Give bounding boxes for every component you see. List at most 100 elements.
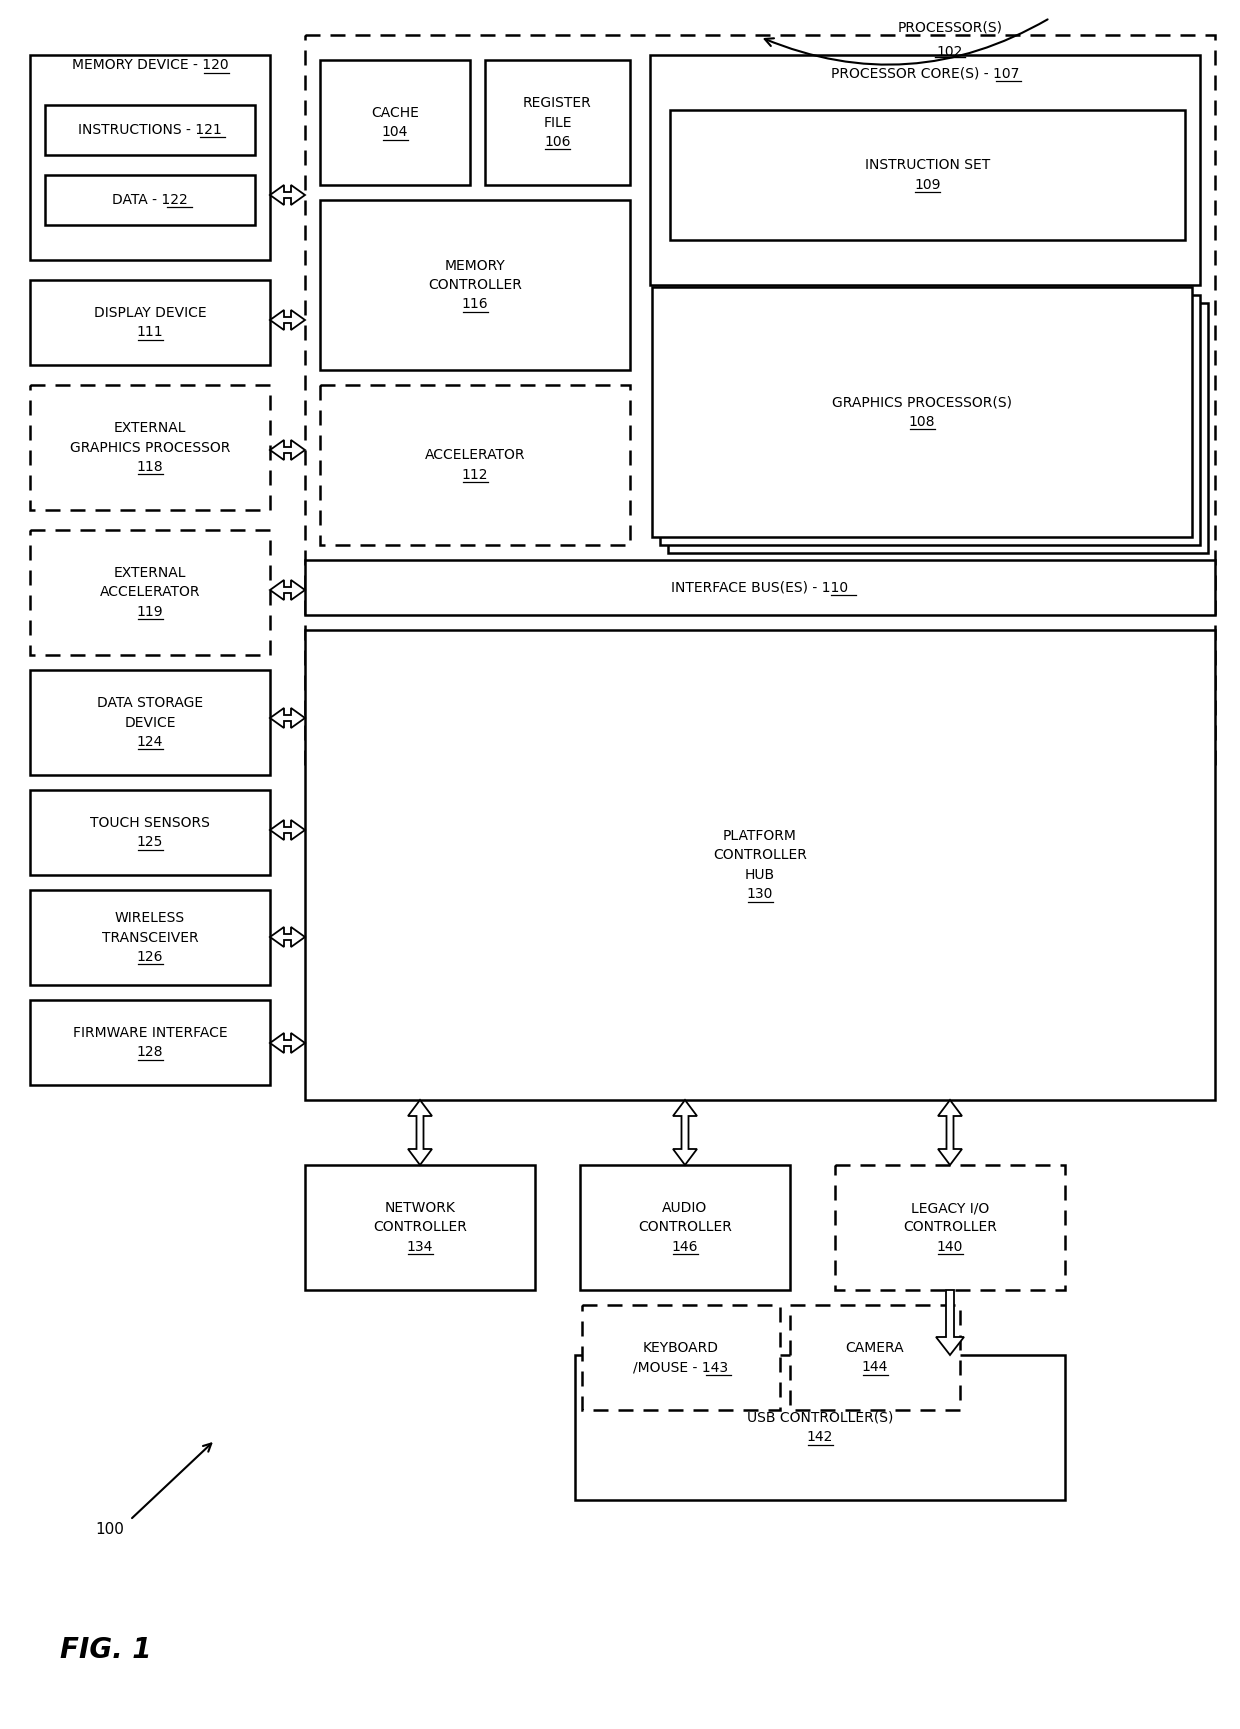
Text: FILE: FILE	[543, 116, 572, 130]
Text: 134: 134	[407, 1240, 433, 1254]
Text: GRAPHICS PROCESSOR(S): GRAPHICS PROCESSOR(S)	[832, 396, 1012, 410]
Text: TOUCH SENSORS: TOUCH SENSORS	[91, 816, 210, 830]
Text: 104: 104	[382, 124, 408, 140]
Polygon shape	[270, 1032, 305, 1053]
Text: CONTROLLER: CONTROLLER	[373, 1221, 467, 1235]
Text: DISPLAY DEVICE: DISPLAY DEVICE	[94, 306, 206, 320]
Text: INSTRUCTION SET: INSTRUCTION SET	[864, 159, 990, 173]
Text: 144: 144	[862, 1361, 888, 1375]
Bar	[45, 175, 255, 225]
Bar	[30, 55, 270, 259]
Text: 124: 124	[136, 735, 164, 749]
Text: 146: 146	[672, 1240, 698, 1254]
Text: 142: 142	[807, 1430, 833, 1444]
Text: 100: 100	[95, 1523, 124, 1537]
Text: 130: 130	[746, 887, 774, 901]
Bar	[30, 671, 270, 775]
Polygon shape	[270, 820, 305, 840]
Text: AUDIO: AUDIO	[662, 1202, 708, 1215]
Text: TRANSCEIVER: TRANSCEIVER	[102, 930, 198, 944]
Text: MEMORY: MEMORY	[445, 259, 506, 273]
Bar	[668, 303, 1208, 553]
Text: CACHE: CACHE	[371, 105, 419, 119]
Text: DEVICE: DEVICE	[124, 716, 176, 730]
Text: 108: 108	[909, 415, 935, 429]
Text: 118: 118	[136, 460, 164, 474]
Text: 146: 146	[672, 1240, 698, 1254]
Text: MEMORY DEVICE - 120: MEMORY DEVICE - 120	[72, 59, 228, 73]
Text: 109: 109	[914, 178, 941, 192]
Text: USB CONTROLLER(S): USB CONTROLLER(S)	[746, 1411, 893, 1425]
Bar	[580, 1165, 790, 1290]
Text: INTERFACE BUS(ES) - 110: INTERFACE BUS(ES) - 110	[671, 581, 848, 595]
Text: ACCELERATOR: ACCELERATOR	[99, 586, 200, 600]
Polygon shape	[270, 439, 305, 460]
Text: /MOUSE - 143: /MOUSE - 143	[634, 1361, 729, 1375]
Text: LEGACY I/O: LEGACY I/O	[911, 1202, 990, 1215]
Text: FIG. 1: FIG. 1	[60, 1636, 151, 1663]
Text: PROCESSOR CORE(S) - 107: PROCESSOR CORE(S) - 107	[831, 66, 1019, 81]
Text: 124: 124	[136, 735, 164, 749]
Bar	[320, 61, 470, 185]
Text: 104: 104	[382, 124, 408, 140]
Bar	[305, 35, 1215, 764]
Polygon shape	[673, 1100, 697, 1165]
Text: 111: 111	[136, 325, 164, 339]
Bar	[305, 629, 1215, 1100]
Text: HUB: HUB	[745, 868, 775, 882]
Text: 109: 109	[914, 178, 941, 192]
Text: /MOUSE - 143: /MOUSE - 143	[634, 1361, 729, 1375]
Text: 106: 106	[544, 135, 570, 149]
Text: 119: 119	[136, 605, 164, 619]
Text: CONTROLLER: CONTROLLER	[639, 1221, 732, 1235]
Text: REGISTER: REGISTER	[523, 97, 591, 111]
Text: 126: 126	[136, 949, 164, 965]
Text: 134: 134	[407, 1240, 433, 1254]
Text: 112: 112	[461, 469, 489, 482]
Text: GRAPHICS PROCESSOR: GRAPHICS PROCESSOR	[69, 441, 231, 455]
Text: 116: 116	[461, 297, 489, 311]
Bar	[485, 61, 630, 185]
Bar	[45, 105, 255, 156]
Bar	[660, 296, 1200, 545]
Text: 130: 130	[746, 887, 774, 901]
Text: 106: 106	[544, 135, 570, 149]
Bar	[30, 531, 270, 655]
Text: 140: 140	[936, 1240, 963, 1254]
Text: 119: 119	[136, 605, 164, 619]
Bar	[575, 1356, 1065, 1501]
Text: INTERFACE BUS(ES) - 110: INTERFACE BUS(ES) - 110	[671, 581, 848, 595]
Text: 125: 125	[136, 835, 164, 849]
Text: FIRMWARE INTERFACE: FIRMWARE INTERFACE	[73, 1025, 227, 1039]
Bar	[30, 280, 270, 365]
Bar	[305, 1165, 534, 1290]
Text: 128: 128	[136, 1046, 164, 1060]
Text: NETWORK: NETWORK	[384, 1202, 455, 1215]
Text: 140: 140	[936, 1240, 963, 1254]
Polygon shape	[936, 1290, 963, 1356]
Bar	[30, 790, 270, 875]
Text: EXTERNAL: EXTERNAL	[114, 422, 186, 436]
Bar	[790, 1305, 960, 1411]
Text: DATA - 122: DATA - 122	[112, 194, 188, 207]
Text: KEYBOARD: KEYBOARD	[644, 1340, 719, 1356]
Bar	[30, 890, 270, 986]
Polygon shape	[270, 707, 305, 728]
Bar	[30, 386, 270, 510]
Text: 128: 128	[136, 1046, 164, 1060]
Bar	[305, 560, 1215, 616]
Text: DATA STORAGE: DATA STORAGE	[97, 697, 203, 711]
Text: 112: 112	[461, 469, 489, 482]
Text: 125: 125	[136, 835, 164, 849]
Polygon shape	[937, 1100, 962, 1165]
Text: INSTRUCTIONS - 121: INSTRUCTIONS - 121	[78, 123, 222, 137]
Text: 108: 108	[909, 415, 935, 429]
Polygon shape	[270, 579, 305, 600]
Bar	[320, 386, 630, 545]
Text: 144: 144	[862, 1361, 888, 1375]
Text: CAMERA: CAMERA	[846, 1340, 904, 1356]
Text: EXTERNAL: EXTERNAL	[114, 565, 186, 579]
Text: CONTROLLER: CONTROLLER	[713, 849, 807, 863]
Text: ACCELERATOR: ACCELERATOR	[425, 448, 526, 462]
Text: 111: 111	[136, 325, 164, 339]
